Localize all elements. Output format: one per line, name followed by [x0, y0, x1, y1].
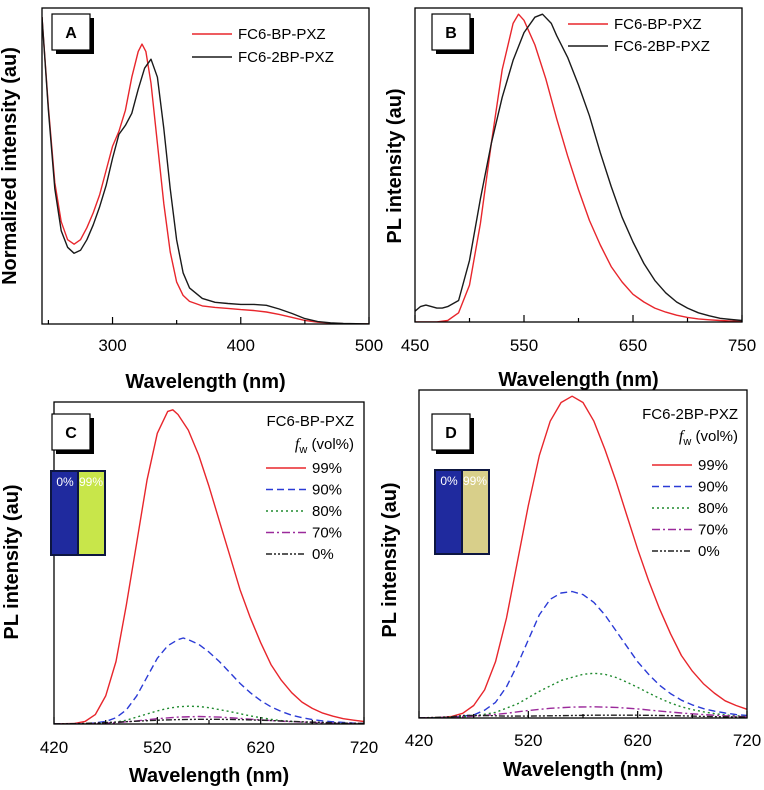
x-tick-label-d: 520: [514, 731, 542, 750]
plot-frame-b: [414, 7, 743, 323]
series-line-c-5: [54, 718, 364, 724]
x-tick-label-b: 750: [728, 336, 756, 355]
series-line-a-1: [42, 16, 369, 324]
legend-d: FC6-2BP-PXZ fw (vol%) 99% 90% 80% 70% 0%: [642, 406, 738, 560]
series-line-a-2: [42, 16, 369, 324]
series-line-d-2: [419, 590, 747, 718]
x-tick-label-c: 420: [40, 738, 68, 757]
y-axis-title-a: Normalized intensity (au): [0, 47, 21, 285]
series-line-c-1: [54, 409, 364, 724]
legend-title-d: FC6-2BP-PXZ: [642, 406, 738, 423]
vial-photo-c: 0% 99%: [50, 470, 106, 556]
x-tick-label-a: 300: [98, 336, 126, 355]
x-tick-label-d: 620: [623, 731, 651, 750]
x-axis-title-c: Wavelength (nm): [129, 765, 289, 787]
series-line-d-3: [419, 672, 747, 718]
x-tick-label-c: 620: [246, 738, 274, 757]
panel-a: 300 400 500 Wavelength (nm) Normalized inten…: [0, 7, 383, 393]
legend-label-d-5: 0%: [698, 543, 720, 560]
panel-label-box-a: [51, 13, 91, 51]
x-tick-label-b: 650: [619, 336, 647, 355]
panel-label-box-c: [51, 413, 91, 451]
x-tick-label-c: 520: [143, 738, 171, 757]
legend-label-c-3: 80%: [312, 503, 342, 520]
vial-left-d: [436, 471, 461, 553]
y-axis-title-d: PL intensity (au): [379, 482, 401, 637]
series-line-c-2: [54, 637, 364, 724]
panel-c: 420 520 620 720 Wavelength (nm) PL intensity …: [1, 401, 378, 787]
series-line-d-1: [419, 395, 747, 718]
y-axis-title-b: PL intensity (au): [384, 88, 406, 243]
panel-label-box-b: [431, 13, 471, 51]
x-tick-label-a: 400: [227, 336, 255, 355]
legend-subtitle-c: fw (vol%): [295, 436, 354, 456]
legend-label-c-5: 0%: [312, 546, 334, 563]
x-tick-label-b: 550: [510, 336, 538, 355]
vial-photo-d: 0% 99%: [434, 469, 490, 555]
vial-label-left-d: 0%: [440, 474, 458, 488]
y-axis-title-c: PL intensity (au): [1, 484, 23, 639]
panel-letter-a: A: [65, 25, 77, 42]
vial-right-c: [79, 472, 104, 554]
legend-label-c-4: 70%: [312, 525, 342, 542]
x-tick-label-d: 720: [733, 731, 761, 750]
x-axis-title-a: Wavelength (nm): [125, 371, 285, 393]
series-line-d-4: [419, 706, 747, 718]
legend-label-c-1: 99%: [312, 460, 342, 477]
series-line-c-3: [54, 705, 364, 724]
vial-label-right-d: 99%: [463, 474, 487, 488]
legend-label-c-2: 90%: [312, 482, 342, 499]
legend-subtitle-d: fw (vol%): [679, 428, 738, 448]
legend-label-d-3: 80%: [698, 500, 728, 517]
vial-label-right-c: 99%: [79, 475, 103, 489]
x-axis-title-b: Wavelength (nm): [498, 369, 658, 391]
legend-label-d-4: 70%: [698, 522, 728, 539]
legend-label-d-2: 90%: [698, 479, 728, 496]
panel-letter-b: B: [445, 25, 457, 42]
legend-label-b-1: FC6-BP-PXZ: [614, 16, 702, 33]
vial-label-left-c: 0%: [56, 475, 74, 489]
x-tick-label-b: 450: [401, 336, 429, 355]
plot-frame-a: [41, 7, 370, 325]
legend-b: FC6-BP-PXZ FC6-2BP-PXZ: [568, 16, 710, 55]
series-line-b-2: [415, 13, 742, 322]
panel-b: 450 550 650 750 Wavelength (nm) PL intensity …: [384, 7, 756, 391]
x-axis-title-d: Wavelength (nm): [503, 759, 663, 781]
x-tick-label-a: 500: [355, 336, 383, 355]
legend-c: FC6-BP-PXZ fw (vol%) 99% 90% 80% 70% 0%: [266, 413, 354, 563]
legend-title-c: FC6-BP-PXZ: [266, 413, 354, 430]
x-tick-label-d: 420: [405, 731, 433, 750]
panel-letter-c: C: [65, 425, 77, 442]
panel-d: 420 520 620 720 Wavelength (nm) PL intensity …: [379, 389, 761, 781]
panel-letter-d: D: [445, 425, 457, 442]
panel-label-box-d: [431, 413, 471, 451]
legend-label-a-1: FC6-BP-PXZ: [238, 26, 326, 43]
x-tick-label-c: 720: [350, 738, 378, 757]
legend-label-b-2: FC6-2BP-PXZ: [614, 38, 710, 55]
vial-left-c: [52, 472, 77, 554]
legend-a: FC6-BP-PXZ FC6-2BP-PXZ: [192, 26, 334, 66]
series-line-b-1: [415, 13, 742, 322]
legend-label-a-2: FC6-2BP-PXZ: [238, 49, 334, 66]
vial-right-d: [463, 471, 488, 553]
legend-label-d-1: 99%: [698, 457, 728, 474]
